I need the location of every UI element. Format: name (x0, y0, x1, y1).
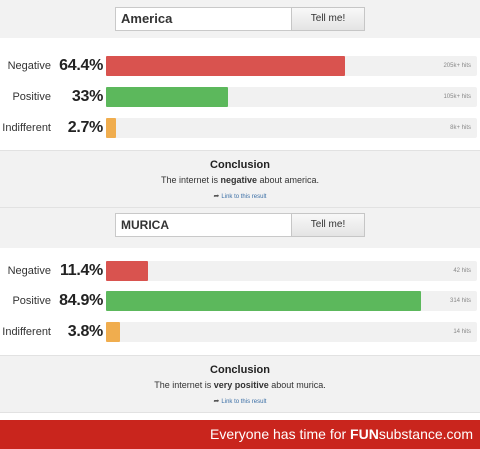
result-bar-fill (106, 87, 228, 107)
result-row-positive: Positive 33% 105k+ hits (0, 86, 480, 108)
result-percent: 64.4% (59, 57, 103, 74)
conclusion-box-1: Conclusion The internet is negative abou… (0, 150, 480, 208)
result-label: Indifferent (2, 122, 51, 134)
result-row-indifferent: Indifferent 3.8% 14 hits (0, 321, 480, 343)
result-percent: 84.9% (59, 292, 103, 309)
result-bar-fill (106, 291, 421, 311)
share-arrow-icon: ➦ (213, 398, 220, 405)
result-bar-track: 8k+ hits (106, 118, 477, 138)
conclusion-title: Conclusion (210, 159, 270, 171)
conclusion-text-before: The internet is (160, 175, 221, 185)
result-label: Positive (12, 91, 51, 103)
conclusion-text: The internet is negative about america. (0, 175, 480, 185)
share-arrow-icon: ➦ (213, 193, 220, 200)
result-hits: 105k+ hits (443, 94, 471, 100)
conclusion-text-after: about america. (257, 175, 320, 185)
link-to-result-label[interactable]: Link to this result (221, 399, 267, 405)
conclusion-text-before: The internet is (154, 380, 214, 390)
result-label: Indifferent (2, 326, 51, 338)
conclusion-text: The internet is very positive about muri… (0, 380, 480, 390)
result-bar-track: 42 hits (106, 261, 477, 281)
search-zone-1: America Tell me! (0, 0, 480, 38)
search-input[interactable]: MURICA (115, 213, 292, 237)
result-row-negative: Negative 11.4% 42 hits (0, 260, 480, 282)
result-label: Negative (7, 60, 51, 72)
search-input[interactable]: America (115, 7, 292, 31)
result-percent: 3.8% (67, 323, 104, 340)
conclusion-box-2: Conclusion The internet is very positive… (0, 355, 480, 413)
conclusion-text-after: about murica. (268, 380, 326, 390)
result-label: Negative (7, 265, 51, 277)
result-hits: 314 hits (449, 298, 471, 304)
conclusion-verdict: negative (220, 175, 257, 185)
result-row-indifferent: Indifferent 2.7% 8k+ hits (0, 117, 480, 139)
result-percent: 11.4% (60, 262, 103, 279)
result-hits: 8k+ hits (450, 125, 471, 131)
footer-brand-fun: FUN (350, 426, 379, 442)
footer-banner: Everyone has time for FUNsubstance.com (0, 420, 480, 449)
conclusion-verdict: very positive (213, 380, 269, 390)
tell-me-button[interactable]: Tell me! (291, 7, 365, 31)
search-zone-2: MURICA Tell me! (0, 208, 480, 248)
footer-brand-substance: substance (378, 426, 443, 442)
result-bar-fill (106, 56, 345, 76)
result-bar-fill (106, 118, 116, 138)
link-to-result-label[interactable]: Link to this result (221, 194, 267, 200)
result-bar-track: 105k+ hits (106, 87, 477, 107)
footer-tagline: Everyone has time for (209, 426, 351, 442)
result-row-negative: Negative 64.4% 205k+ hits (0, 55, 480, 77)
result-row-positive: Positive 84.9% 314 hits (0, 290, 480, 312)
result-percent: 2.7% (67, 119, 104, 136)
footer-brand-suffix: .com (442, 426, 473, 442)
result-hits: 14 hits (453, 329, 471, 335)
result-percent: 33% (71, 88, 103, 105)
result-bar-track: 205k+ hits (106, 56, 477, 76)
result-bar-track: 14 hits (106, 322, 477, 342)
result-label: Positive (12, 295, 51, 307)
result-hits: 205k+ hits (443, 63, 471, 69)
result-hits: 42 hits (453, 268, 471, 274)
result-bar-track: 314 hits (106, 291, 477, 311)
result-bar-fill (106, 322, 120, 342)
tell-me-button[interactable]: Tell me! (291, 213, 365, 237)
footer-text: Everyone has time for FUNsubstance.com (210, 426, 473, 443)
link-to-result[interactable]: ➦ Link to this result (0, 192, 480, 200)
result-bar-fill (106, 261, 148, 281)
link-to-result[interactable]: ➦ Link to this result (0, 397, 480, 405)
conclusion-title: Conclusion (210, 364, 270, 376)
